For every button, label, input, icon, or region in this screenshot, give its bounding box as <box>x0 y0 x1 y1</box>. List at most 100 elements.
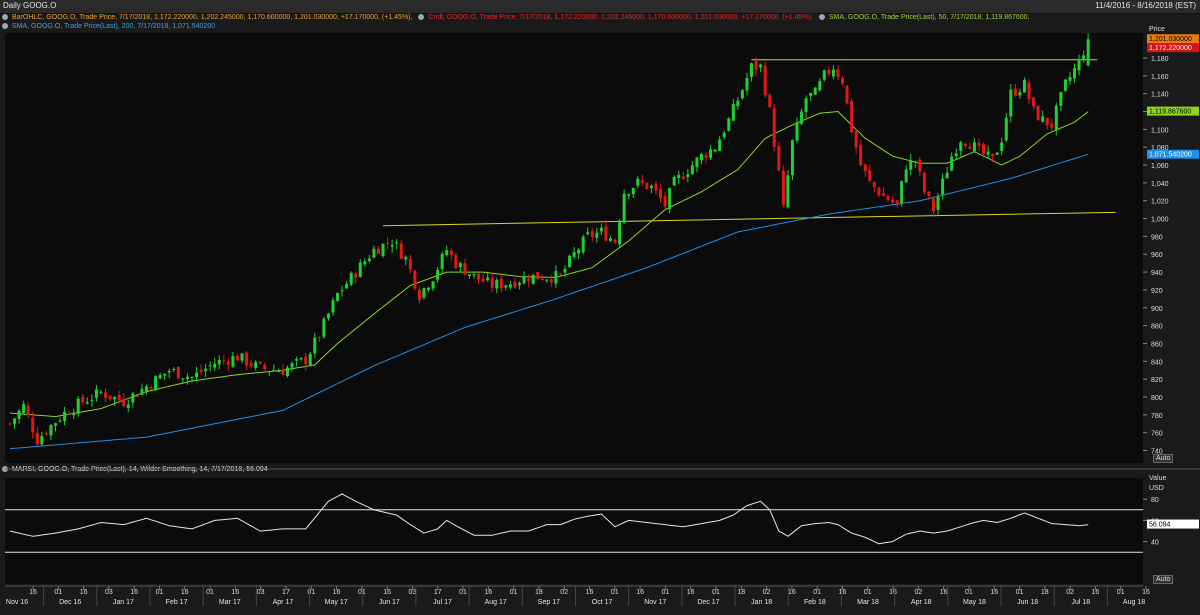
candle-body <box>472 273 476 276</box>
candle-body <box>881 193 885 197</box>
candle-body <box>1086 39 1090 66</box>
day-tick-label: 16 <box>636 589 644 596</box>
candle-body <box>313 337 317 354</box>
candle-body <box>463 263 467 275</box>
sma200-badge: 1,071.540200 <box>1149 152 1192 159</box>
candle-body <box>67 413 71 415</box>
price-tick-label: 1,140 <box>1151 92 1169 99</box>
price-tick-label: 1,000 <box>1151 217 1169 224</box>
candle-body <box>913 161 917 163</box>
price-tick-label: 1,100 <box>1151 127 1169 134</box>
candle-body <box>768 94 772 107</box>
candle-body <box>1013 88 1017 96</box>
candle-body <box>172 368 176 371</box>
month-label: Jul 18 <box>1071 599 1090 606</box>
candle-body <box>540 278 544 280</box>
month-label: Mar 18 <box>857 599 879 606</box>
day-tick-label: 02 <box>560 589 568 596</box>
candle-body <box>17 410 21 419</box>
candle-body <box>508 284 512 288</box>
bar-ohlc-legend[interactable]: BarOHLC, GOOG.O, Trade Price, 7/17/2018,… <box>12 14 413 21</box>
candle-body <box>859 144 863 166</box>
month-label: Apr 18 <box>911 599 932 606</box>
candle-body <box>108 395 112 400</box>
candle-body <box>458 263 462 268</box>
month-label: Jun 17 <box>379 599 400 606</box>
candle-body <box>654 183 658 191</box>
candle-body <box>718 139 722 152</box>
candle-body <box>622 193 626 223</box>
candle-body <box>531 274 535 284</box>
sma50-legend[interactable]: SMA, GOOG.O, Trade Price(Last), 50, 7/17… <box>828 14 1030 21</box>
candle-body <box>927 191 931 196</box>
candle-body <box>404 257 408 260</box>
candle-body <box>586 232 590 235</box>
candle-body <box>763 65 767 96</box>
month-label: Feb 17 <box>166 599 188 606</box>
candle-body <box>413 270 417 289</box>
candle-body <box>795 122 799 141</box>
day-tick-label: 02 <box>763 589 771 596</box>
candle-body <box>618 220 622 245</box>
candle-body <box>140 388 144 395</box>
candle-body <box>40 436 44 445</box>
candle-body <box>163 373 167 376</box>
candle-body <box>104 392 108 398</box>
month-label: Oct 17 <box>592 599 613 606</box>
candle-body <box>44 433 48 435</box>
settings-icon[interactable] <box>818 14 825 21</box>
candle-body <box>713 149 717 152</box>
candle-body <box>577 249 581 254</box>
price-auto-scale-button[interactable]: Auto <box>1153 454 1174 463</box>
candle-body <box>636 178 640 186</box>
day-tick-label: 16 <box>29 589 37 596</box>
candle-body <box>367 258 371 262</box>
candle-body <box>1000 142 1004 152</box>
candle-body <box>386 242 390 244</box>
candle-body <box>231 356 235 367</box>
rsi-tick-label: 40 <box>1151 540 1159 547</box>
day-tick-label: 01 <box>206 589 214 596</box>
candle-body <box>376 248 380 254</box>
candle-body <box>135 395 139 397</box>
candle-body <box>267 371 271 373</box>
rsi-auto-scale-button[interactable]: Auto <box>1153 575 1174 584</box>
candle-body <box>754 60 758 70</box>
day-tick-label: 16 <box>1142 589 1150 596</box>
rsi-pane <box>5 493 1143 553</box>
day-tick-label: 16 <box>383 589 391 596</box>
candle-body <box>126 404 130 408</box>
candle-legend[interactable]: Cndl, GOOG.O, Trade Price, 7/17/2018, 1,… <box>428 14 813 21</box>
moving-averages <box>9 110 1089 450</box>
candle-body <box>1004 117 1008 141</box>
candle-body <box>872 182 876 188</box>
candle-body <box>345 283 349 289</box>
candle-body <box>358 262 362 278</box>
candle-body <box>8 423 12 425</box>
price-tick-label: 1,180 <box>1151 56 1169 63</box>
candle-body <box>208 365 212 367</box>
candle-body <box>340 290 344 292</box>
candle-body <box>941 178 945 195</box>
sma200-legend[interactable]: SMA, GOOG.O, Trade Price(Last), 200, 7/1… <box>12 23 216 30</box>
day-tick-label: 16 <box>484 589 492 596</box>
title-bar: Daily GOOG.O 11/4/2016 - 8/16/2018 (EST) <box>0 0 1200 14</box>
price-tick-label: 860 <box>1151 341 1163 348</box>
candle-body <box>704 155 708 158</box>
candle-body <box>781 170 785 206</box>
month-label: Feb 18 <box>804 599 826 606</box>
settings-icon[interactable] <box>418 14 425 21</box>
candle-body <box>326 313 330 319</box>
rsi-axis-currency: USD <box>1149 485 1164 492</box>
day-tick-label: 16 <box>788 589 796 596</box>
candle-body <box>613 239 617 243</box>
candle-body <box>63 411 67 421</box>
candle-body <box>736 100 740 107</box>
settings-icon[interactable] <box>2 23 8 30</box>
sma50-badge-bg <box>1147 106 1199 116</box>
candle-body <box>1050 123 1054 128</box>
candle-body <box>427 287 431 290</box>
settings-icon[interactable] <box>2 14 8 21</box>
candle-body <box>627 194 631 196</box>
